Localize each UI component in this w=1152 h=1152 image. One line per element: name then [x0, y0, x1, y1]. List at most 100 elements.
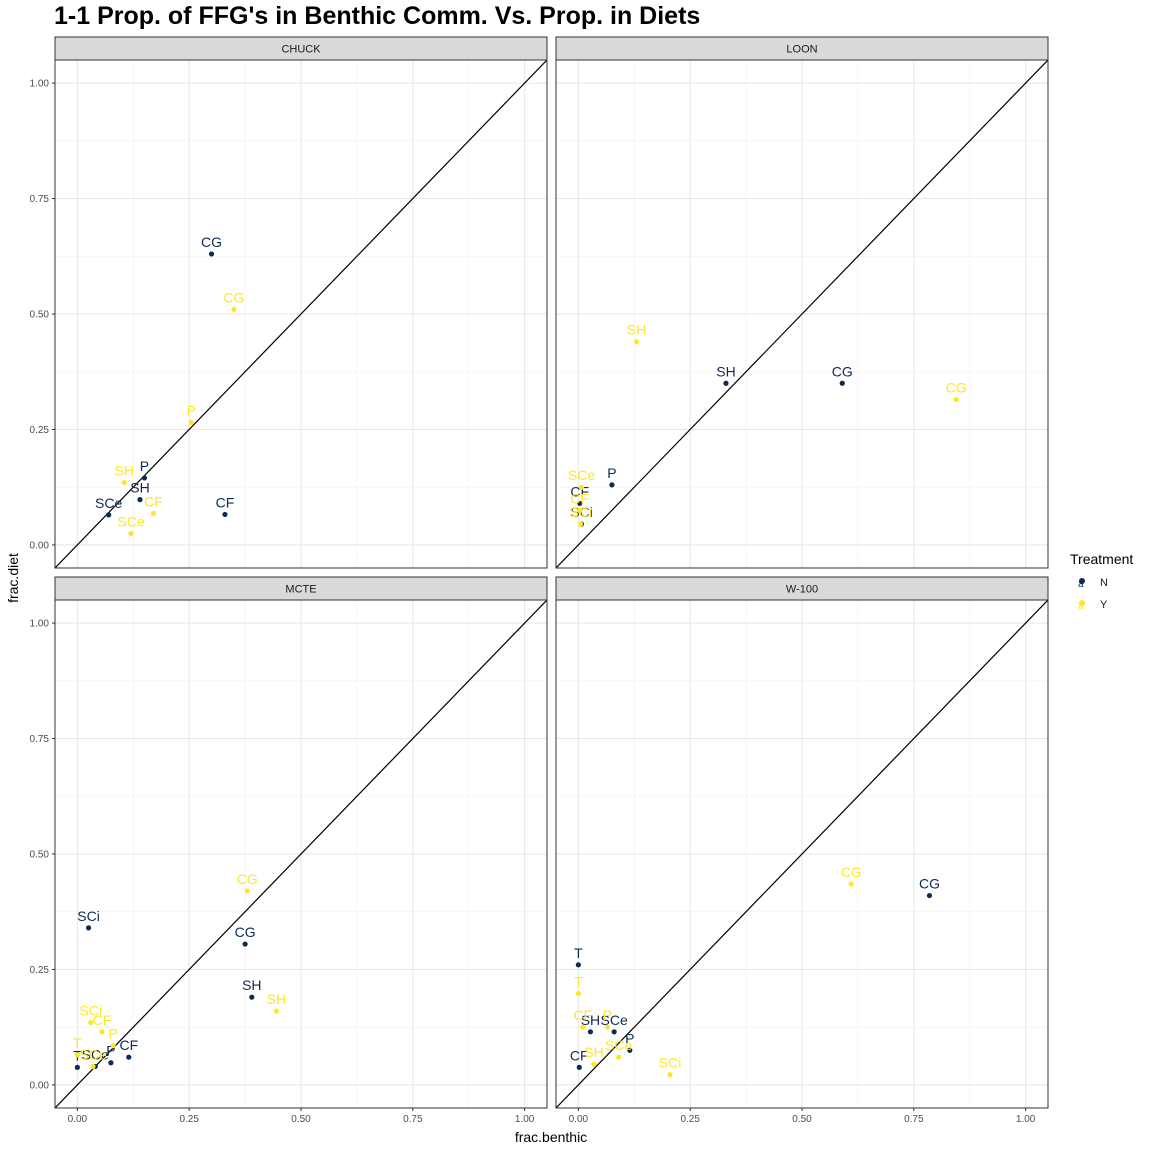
point-label: P: [603, 1007, 612, 1023]
point-label: P: [108, 1026, 117, 1042]
point-label: CF: [570, 490, 589, 506]
data-point: [242, 941, 248, 947]
x-tick-label: 1.00: [515, 1114, 535, 1125]
point-label: SCi: [80, 1003, 103, 1019]
legend-dot-n: [1079, 578, 1085, 584]
data-point: [88, 1019, 94, 1026]
data-point: [575, 990, 581, 997]
point-label: SCi: [569, 504, 592, 520]
data-point: [222, 511, 228, 518]
point-label: CF: [216, 494, 235, 510]
identity-line: [556, 600, 1048, 1108]
data-point: [577, 507, 583, 513]
data-point: [587, 1029, 594, 1035]
data-point: [953, 396, 959, 403]
y-axis-label: frac.diet: [5, 553, 21, 603]
x-tick-label: 1.00: [1016, 1114, 1036, 1125]
legend-key-n: a: [1076, 574, 1090, 592]
data-point: [839, 380, 845, 386]
legend-item-y: a Y: [1076, 594, 1150, 616]
point-label: SCe: [79, 1046, 106, 1062]
y-tick-label: 0.25: [30, 965, 50, 976]
point-label: SCe: [82, 1046, 109, 1062]
point-label: SH: [130, 480, 149, 496]
identity-line: [556, 60, 1048, 568]
y-tick-label: 0.75: [30, 194, 50, 205]
point-label: CF: [144, 494, 163, 510]
data-point: [667, 1072, 673, 1078]
data-point: [231, 306, 237, 312]
facet-strip: [54, 576, 548, 601]
point-label: CG: [237, 871, 258, 887]
point-label: CG: [832, 363, 853, 379]
point-label: SCi: [77, 908, 100, 924]
point-label: SH: [115, 463, 134, 479]
data-point: [74, 1052, 80, 1058]
data-point: [110, 1043, 116, 1049]
data-point: [611, 1029, 617, 1035]
x-tick-label: 0.75: [904, 1114, 924, 1125]
point-label: CF: [570, 483, 589, 499]
data-point: [85, 925, 92, 931]
data-point: [273, 1008, 279, 1014]
data-point: [128, 530, 134, 536]
data-point: [627, 1047, 633, 1053]
point-label: SCe: [117, 513, 144, 529]
legend-item-n: a N: [1076, 572, 1150, 594]
point-label: CG: [919, 876, 940, 892]
point-label: CF: [93, 1012, 112, 1028]
y-tick-label: 0.75: [30, 734, 50, 745]
identity-line: [55, 60, 547, 568]
facet-strip: [54, 36, 548, 61]
data-point: [926, 892, 933, 899]
panel-loon: SHCGPCFSCiSHCGSCeCFSCiLOON: [555, 36, 1049, 569]
legend-key-y: a: [1076, 596, 1090, 614]
data-point: [604, 1024, 611, 1030]
data-point: [74, 1064, 80, 1070]
identity-line: [55, 600, 547, 1108]
point-label: CF: [570, 1047, 589, 1063]
point-label: SH: [584, 1044, 603, 1060]
point-label: SCe: [605, 1037, 632, 1053]
data-point: [108, 1060, 114, 1066]
facet-label: CHUCK: [281, 44, 321, 56]
data-point: [188, 419, 195, 426]
data-point: [150, 510, 156, 517]
data-point: [609, 482, 615, 488]
facet-strip: [555, 36, 1049, 61]
data-point: [249, 994, 255, 1000]
data-point: [121, 479, 127, 486]
point-label: SCi: [659, 1055, 682, 1071]
data-point: [106, 512, 112, 518]
y-tick-label: 1.00: [30, 79, 50, 90]
data-point: [591, 1061, 597, 1067]
data-point: [723, 380, 729, 386]
x-tick-label: 0.75: [403, 1114, 423, 1125]
x-tick-label: 0.25: [179, 1114, 199, 1125]
data-point: [578, 521, 584, 527]
point-label: CG: [946, 379, 967, 395]
point-label: SH: [627, 322, 646, 338]
point-label: P: [607, 465, 616, 481]
point-label: CG: [223, 289, 244, 305]
panel-mcte: SCiCGSHCFPSCeTCGSHSCiCFPTSCeMCTE0.000.25…: [30, 576, 548, 1125]
point-label: T: [73, 1035, 82, 1051]
y-tick-label: 0.00: [30, 1080, 50, 1091]
facet-label: W-100: [786, 584, 818, 596]
data-point: [633, 339, 640, 345]
point-label: SH: [267, 991, 286, 1007]
point-label: CG: [201, 234, 222, 250]
facet-strip: [555, 576, 1049, 601]
point-label: CG: [841, 864, 862, 880]
legend-dot-y: [1079, 600, 1085, 606]
data-point: [141, 475, 148, 481]
data-point: [126, 1054, 132, 1060]
point-label: SH: [716, 363, 735, 379]
data-point: [580, 1024, 586, 1030]
x-tick-label: 0.00: [569, 1114, 589, 1125]
point-label: P: [106, 1043, 115, 1059]
data-point: [576, 1064, 582, 1070]
point-label: CF: [574, 1007, 593, 1023]
